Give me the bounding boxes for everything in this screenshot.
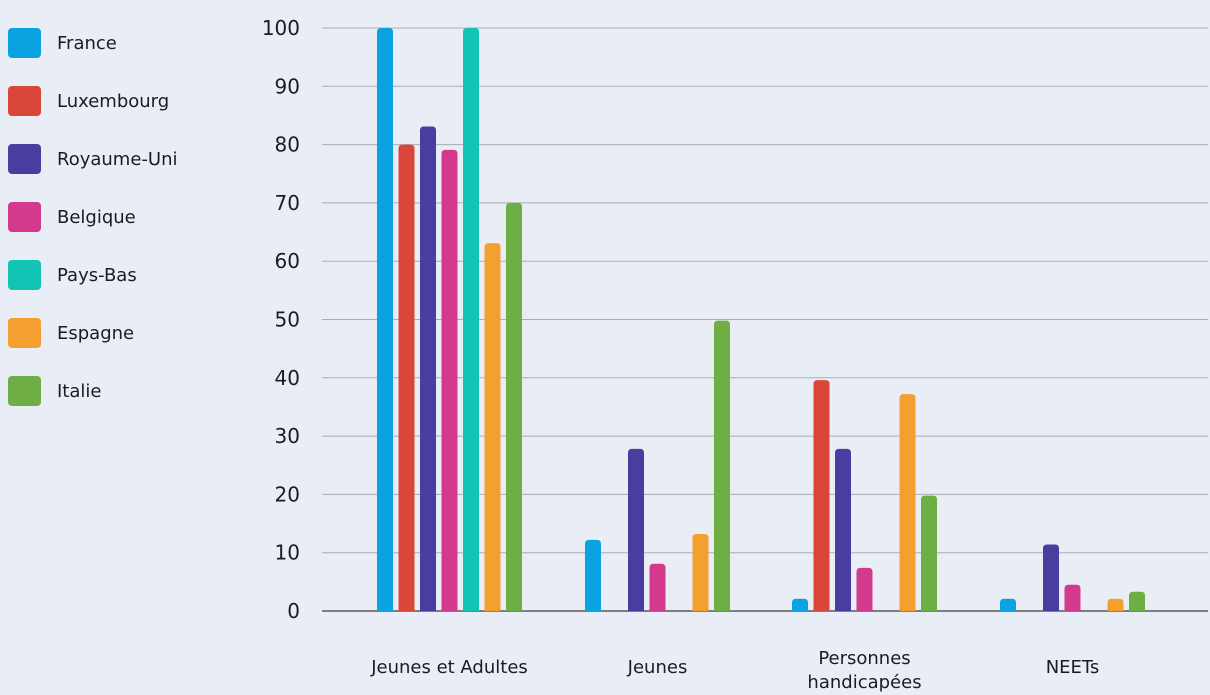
legend-item: Espagne: [8, 318, 238, 348]
bar-france-2: [792, 598, 808, 611]
bar-belgique-3: [1064, 584, 1081, 611]
bar-espagne-2: [899, 394, 916, 611]
bar-belgique-0: [441, 149, 458, 612]
legend-label: Royaume-Uni: [57, 149, 178, 170]
y-tick-label: 30: [275, 424, 300, 448]
legend-swatch: [8, 202, 41, 232]
y-tick-label: 80: [275, 133, 300, 157]
x-category-label: handicapées: [807, 672, 921, 693]
legend-item: Royaume-Uni: [8, 144, 238, 174]
x-category-label: Personnes: [818, 648, 910, 669]
y-tick-label: 100: [262, 16, 300, 40]
x-category-label: Jeunes: [627, 657, 688, 678]
bar-espagne-1: [692, 534, 709, 611]
y-tick-label: 10: [275, 541, 300, 565]
legend-swatch: [8, 260, 41, 290]
bar-luxembourg-0: [398, 144, 415, 611]
bar-espagne-3: [1107, 598, 1124, 611]
bar-belgique-2: [856, 567, 873, 611]
legend-label: Espagne: [57, 323, 135, 344]
legend-label: Italie: [57, 381, 102, 402]
y-tick-label: 50: [275, 308, 300, 332]
bar-italie-2: [921, 495, 937, 611]
legend-item: Luxembourg: [8, 86, 238, 116]
bar-espagne-0: [484, 243, 501, 611]
bar-royaume-uni-1: [628, 448, 644, 611]
bar-italie-1: [714, 320, 730, 611]
bar-royaume-uni-2: [835, 448, 851, 611]
bar-france-1: [585, 539, 601, 611]
bar-royaume-uni-3: [1043, 544, 1059, 611]
legend-label: Pays-Bas: [57, 265, 137, 286]
legend-item: Belgique: [8, 202, 238, 232]
y-tick-label: 20: [275, 482, 300, 506]
legend-label: Belgique: [57, 207, 136, 228]
legend-item: Italie: [8, 376, 238, 406]
legend-item: Pays-Bas: [8, 260, 238, 290]
bar-luxembourg-2: [813, 380, 830, 611]
y-tick-label: 90: [275, 74, 300, 98]
legend-swatch: [8, 318, 41, 348]
x-category-label: Jeunes et Adultes: [370, 657, 528, 678]
bar-belgique-1: [649, 563, 666, 611]
y-tick-label: 0: [287, 599, 300, 623]
legend-swatch: [8, 376, 41, 406]
bar-italie-0: [506, 202, 522, 611]
legend-swatch: [8, 144, 41, 174]
y-tick-label: 70: [275, 191, 300, 215]
legend-label: France: [57, 33, 117, 54]
bar-royaume-uni-0: [420, 126, 436, 611]
bar-france-3: [1000, 598, 1016, 611]
bar-italie-3: [1129, 591, 1145, 611]
x-category-label: NEETs: [1046, 657, 1100, 678]
y-tick-label: 60: [275, 249, 300, 273]
legend-label: Luxembourg: [57, 91, 170, 112]
legend-swatch: [8, 28, 41, 58]
bar-france-0: [377, 28, 393, 611]
y-tick-label: 40: [275, 366, 300, 390]
legend-swatch: [8, 86, 41, 116]
legend-item: France: [8, 28, 238, 58]
bar-pays-bas-0: [463, 28, 479, 611]
